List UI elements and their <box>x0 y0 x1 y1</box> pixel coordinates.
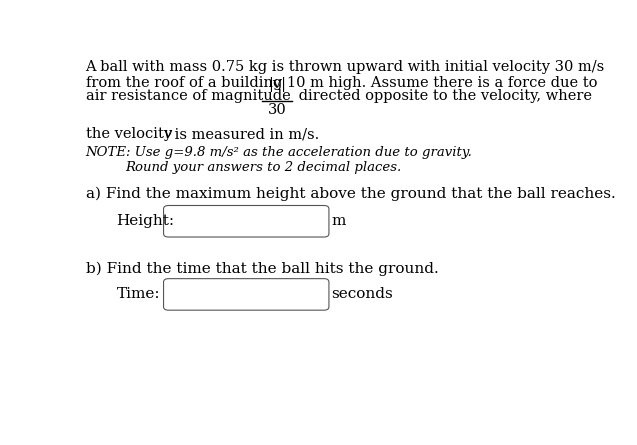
Text: a) Find the maximum height above the ground that the ball reaches.: a) Find the maximum height above the gro… <box>85 186 615 201</box>
Text: directed opposite to the velocity, where: directed opposite to the velocity, where <box>294 89 592 103</box>
Text: the velocity: the velocity <box>85 127 176 142</box>
FancyBboxPatch shape <box>164 206 329 237</box>
Text: b) Find the time that the ball hits the ground.: b) Find the time that the ball hits the … <box>85 261 438 276</box>
Text: air resistance of magnitude: air resistance of magnitude <box>85 89 290 103</box>
Text: 30: 30 <box>268 103 287 117</box>
Text: |v|: |v| <box>268 77 286 92</box>
Text: is measured in m/s.: is measured in m/s. <box>171 127 320 142</box>
Text: A ball with mass 0.75 kg is thrown upward with initial velocity 30 m/s: A ball with mass 0.75 kg is thrown upwar… <box>85 60 605 73</box>
Text: Height:: Height: <box>117 214 175 228</box>
Text: Round your answers to 2 decimal places.: Round your answers to 2 decimal places. <box>125 161 401 174</box>
Text: seconds: seconds <box>331 287 393 301</box>
Text: from the roof of a building 10 m high. Assume there is a force due to: from the roof of a building 10 m high. A… <box>85 77 597 90</box>
FancyBboxPatch shape <box>164 279 329 310</box>
Text: Time:: Time: <box>117 287 161 301</box>
Text: NOTE: Use g=9.8 m/s² as the acceleration due to gravity.: NOTE: Use g=9.8 m/s² as the acceleration… <box>85 146 473 159</box>
Text: v: v <box>164 127 172 142</box>
Text: m: m <box>331 214 346 228</box>
